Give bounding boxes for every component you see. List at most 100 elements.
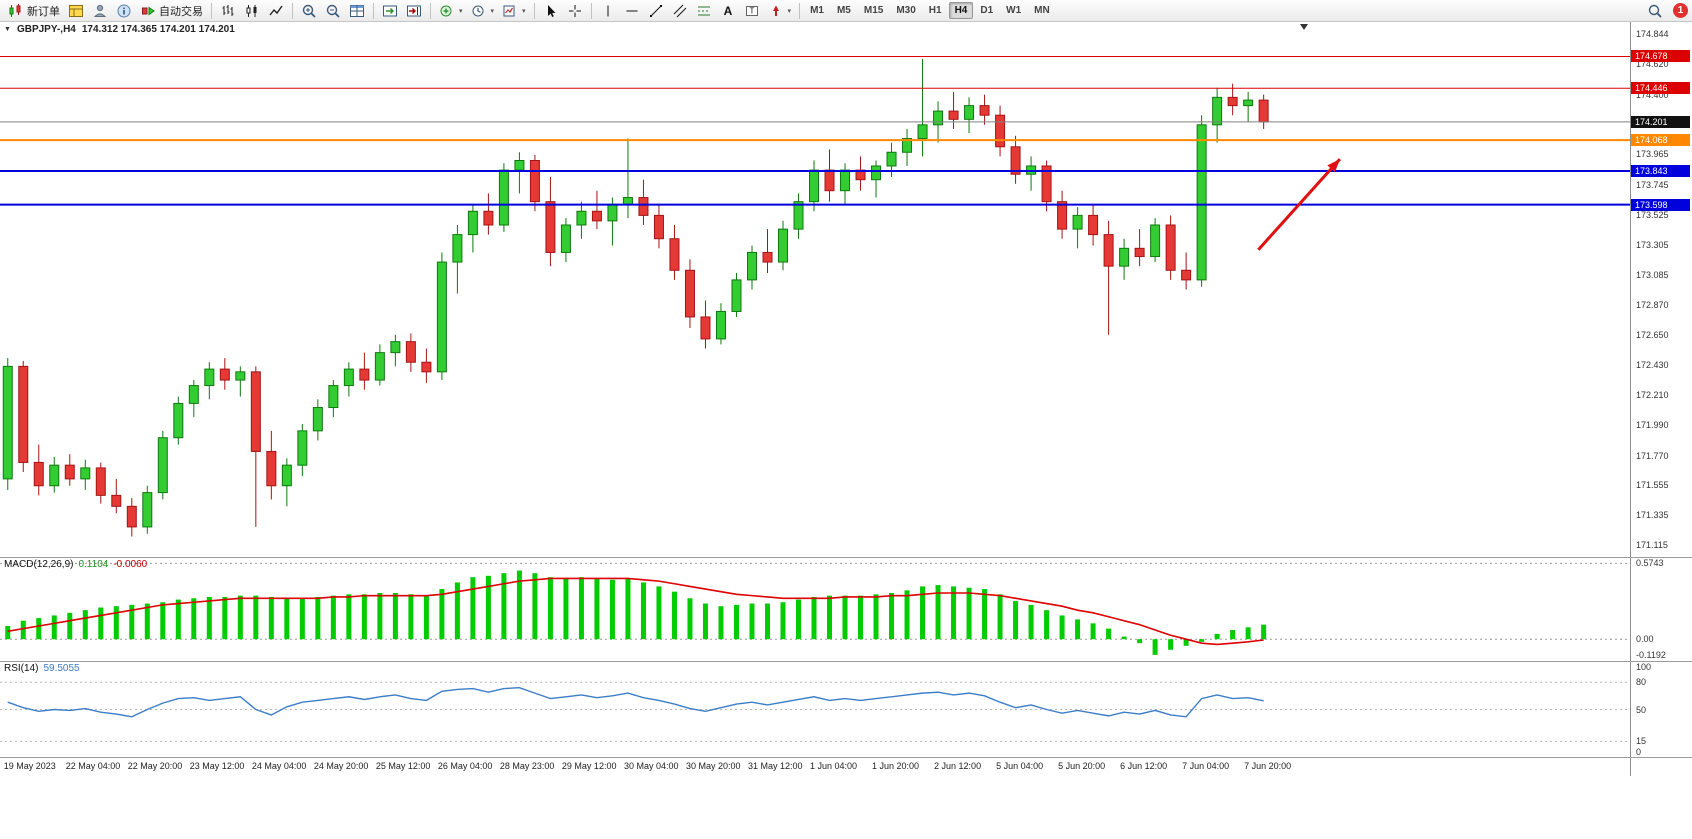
chart-shift-button[interactable] xyxy=(402,1,426,21)
price-tick: 173.085 xyxy=(1636,270,1669,281)
price-tick: 174.620 xyxy=(1636,59,1669,70)
crosshair-tool-button[interactable] xyxy=(563,1,587,21)
timeframe-mn[interactable]: MN xyxy=(1034,5,1050,16)
time-axis-label: 1 Jun 04:00 xyxy=(810,761,858,771)
arrows-dropdown-button[interactable]: ▾ xyxy=(764,1,796,21)
clock-icon xyxy=(472,5,484,16)
macd-signal-line xyxy=(7,577,1264,646)
time-axis[interactable]: 19 May 2023 22 May 04:00 22 May 20:00 23 Ma… xyxy=(0,758,1630,776)
timeframe-m5[interactable]: M5 xyxy=(836,5,851,16)
trendline-tool-button[interactable] xyxy=(644,1,668,21)
horizontal-line-tool-button[interactable] xyxy=(620,1,644,21)
indicators-dropdown-button[interactable]: ▾ xyxy=(435,1,467,21)
toolbar-separator xyxy=(211,2,212,19)
templates-dropdown-button[interactable]: ▾ xyxy=(498,1,530,21)
zoom-in-icon xyxy=(302,4,316,18)
one-click-trading-toggle-icon[interactable]: ▼ xyxy=(4,26,11,33)
macd-histogram xyxy=(5,570,1267,655)
scroll-end-marker[interactable] xyxy=(1300,24,1308,30)
rsi-panel-row: RSI(14) 59.5055 100 80 50 15 0 xyxy=(0,661,1692,757)
channel-tool-button[interactable] xyxy=(668,1,692,21)
notification-badge[interactable]: 1 xyxy=(1673,3,1688,18)
timeframe-h4[interactable]: H4 xyxy=(948,2,974,19)
price-tick: 174.400 xyxy=(1636,89,1669,100)
time-axis-label: 1 Jun 20:00 xyxy=(872,761,920,771)
data-window-button[interactable] xyxy=(112,1,136,21)
chevron-down-icon: ▾ xyxy=(459,7,463,15)
toolbar-separator xyxy=(533,2,535,19)
time-axis-label: 7 Jun 04:00 xyxy=(1182,761,1230,771)
rsi-plot[interactable]: RSI(14) 59.5055 xyxy=(0,662,1630,757)
zoom-in-button[interactable] xyxy=(297,1,321,21)
profiles-button[interactable] xyxy=(88,1,112,21)
price-badge-174.068: 174.068 xyxy=(1631,134,1690,147)
profiles-icon xyxy=(93,4,107,17)
svg-text:A: A xyxy=(723,4,732,18)
macd-signal-value: -0.0060 xyxy=(113,559,148,570)
time-axis-label: 5 Jun 04:00 xyxy=(996,761,1044,771)
zoom-out-button[interactable] xyxy=(321,1,345,21)
macd-axis[interactable]: 0.5743 0.00 -0.1192 xyxy=(1630,558,1692,661)
macd-name: MACD(12,26,9) xyxy=(4,559,74,570)
macd-canvas[interactable] xyxy=(0,558,1630,661)
trend-arrow-head xyxy=(1327,159,1340,173)
line-chart-icon xyxy=(269,5,283,15)
time-axis-label: 22 May 04:00 xyxy=(65,761,121,771)
time-axis-label: 5 Jun 20:00 xyxy=(1058,761,1106,771)
cursor-tool-button[interactable] xyxy=(539,1,563,21)
time-axis-label: 2 Jun 12:00 xyxy=(934,761,982,771)
rsi-tick: 80 xyxy=(1636,677,1647,688)
price-tick: 172.210 xyxy=(1636,390,1669,401)
timeframe-m15[interactable]: M15 xyxy=(863,5,884,16)
market-watch-button[interactable] xyxy=(64,1,88,21)
macd-plot[interactable]: MACD(12,26,9) 0.1104 -0.0060 xyxy=(0,558,1630,661)
timeframe-h1[interactable]: H1 xyxy=(928,5,942,16)
channel-icon xyxy=(673,4,686,17)
line-chart-button[interactable] xyxy=(264,1,288,21)
price-badge-174.446: 174.446 xyxy=(1631,82,1690,95)
time-axis-label: 28 May 23:00 xyxy=(499,761,555,771)
chart-shift-icon xyxy=(407,5,421,16)
rsi-axis[interactable]: 100 80 50 15 0 xyxy=(1630,662,1692,757)
indicators-icon xyxy=(440,5,452,16)
auto-scroll-button[interactable] xyxy=(378,1,402,21)
rsi-canvas[interactable] xyxy=(0,662,1630,757)
tile-windows-button[interactable] xyxy=(345,1,369,21)
new-order-icon xyxy=(9,3,21,17)
candle-chart-button[interactable] xyxy=(240,1,264,21)
vertical-line-tool-button[interactable] xyxy=(596,1,620,21)
time-axis-label: 7 Jun 20:00 xyxy=(1244,761,1292,771)
ohlc-values: 174.312 174.365 174.201 174.201 xyxy=(81,24,235,35)
price-chart-canvas[interactable] xyxy=(0,22,1630,557)
cursor-icon xyxy=(547,4,556,17)
timeframe-w1[interactable]: W1 xyxy=(1006,5,1022,16)
candle-chart-icon xyxy=(246,4,257,17)
chevron-down-icon: ▾ xyxy=(787,7,792,15)
search-button[interactable] xyxy=(1643,1,1667,21)
price-tick: 172.650 xyxy=(1636,329,1669,340)
fibonacci-tool-button[interactable] xyxy=(692,1,716,21)
price-axis[interactable]: 174.678 174.446 174.201 174.068 173.843 173.5… xyxy=(1630,22,1692,557)
timeframe-d1[interactable]: D1 xyxy=(980,5,994,16)
timeframe-m30[interactable]: M30 xyxy=(896,5,916,16)
market-watch-icon xyxy=(69,4,83,17)
text-tool-button[interactable]: A xyxy=(716,1,740,21)
new-order-button[interactable]: 新订单 xyxy=(4,1,64,21)
toolbar-separator xyxy=(799,2,801,19)
label-tool-button[interactable]: T xyxy=(740,1,764,21)
svg-text:T: T xyxy=(749,6,754,15)
timeframe-m1[interactable]: M1 xyxy=(810,5,824,16)
horizontal-line-icon xyxy=(626,10,638,11)
price-chart-row: ▼ GBPJPY-,H4 174.312 174.365 174.201 174… xyxy=(0,22,1692,557)
price-badge-174.201: 174.201 xyxy=(1631,115,1690,128)
price-tick: 172.870 xyxy=(1636,299,1669,310)
price-chart-plot[interactable]: ▼ GBPJPY-,H4 174.312 174.365 174.201 174… xyxy=(0,22,1630,557)
price-tick: 171.770 xyxy=(1636,450,1669,461)
trend-arrow-annotation[interactable] xyxy=(1257,158,1341,251)
price-tick: 172.430 xyxy=(1636,359,1669,370)
periods-dropdown-button[interactable]: ▾ xyxy=(467,1,499,21)
bar-chart-button[interactable] xyxy=(216,1,240,21)
rsi-tick: 50 xyxy=(1636,704,1647,715)
autotrade-button[interactable]: 自动交易 xyxy=(136,1,207,21)
toolbar-separator xyxy=(373,2,374,19)
